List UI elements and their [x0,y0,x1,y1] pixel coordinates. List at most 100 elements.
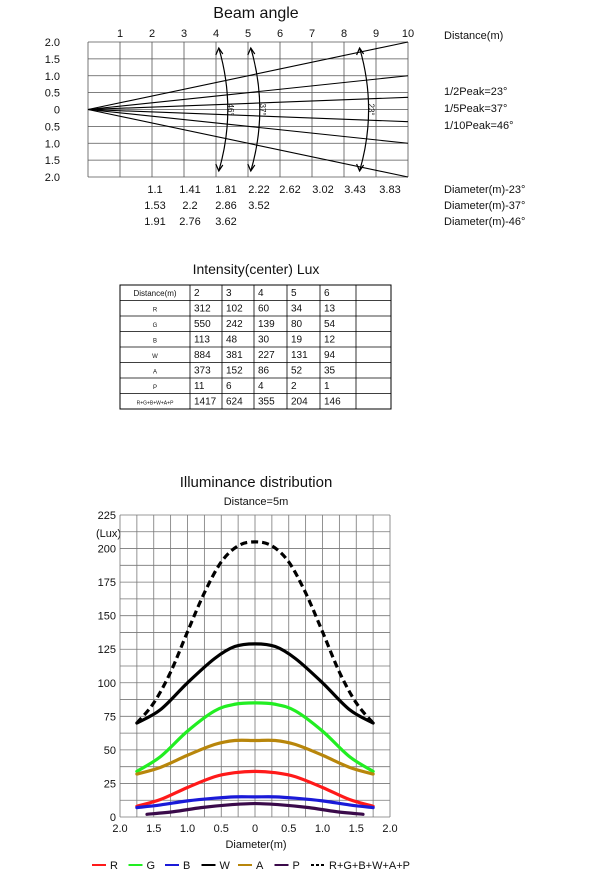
table-cell: 86 [258,366,270,377]
table-cell: 60 [258,304,270,315]
diameter-value: 3.83 [379,184,400,196]
legend-label: R+G+B+W+A+P [329,860,410,872]
beam-offset-tick: 1.0 [45,71,60,83]
diameter-value: 3.43 [344,184,365,196]
table-cell: 204 [291,397,308,408]
illuminance-x-tick: 0 [252,823,258,835]
legend-label: P [293,860,300,872]
table-header-cell: 6 [324,288,330,299]
diameter-value: 1.41 [179,184,200,196]
table-row: P 11 6 4 2 1 [153,381,330,392]
beam-offset-tick: 0.5 [45,121,60,133]
diameter-value: 2.62 [279,184,300,196]
diameter-value: 1.81 [215,184,236,196]
table-row-label: W [152,354,158,360]
intensity-table-grid: Distance(m) 2 3 4 5 6R 312 102 60 34 13G 550 242 139 8… [119,284,392,410]
table-cell: 94 [324,350,336,361]
peak-label-fifth: 1/5Peak=37° [444,103,507,115]
table-header-row: Distance(m) 2 3 4 5 6 [133,288,330,299]
beam-line-lower [87,108,409,144]
table-cell: 131 [291,350,308,361]
series-line-w [135,642,375,725]
illuminance-y-tick: 0 [110,812,116,824]
table-cell: 242 [226,319,243,330]
beam-distance-tick: 8 [341,28,347,40]
table-cell: 102 [226,304,243,315]
series-line-p [145,801,365,816]
table-cell: 1417 [194,397,217,408]
diameter-value: 1.53 [144,200,165,212]
table-row-label: R+G+B+W+A+P [137,401,174,407]
beam-distance-tick: 5 [245,28,251,40]
series-line-g [135,701,375,773]
table-cell: 2 [291,381,297,392]
beam-distance-tick: 9 [373,28,379,40]
beam-tick-labels: 1 2 3 4 5 6 7 8 9 10 2.0 1.5 1.0 0.5 0 0.5 1.0 1.5 2.0 [45,28,414,184]
illuminance-y-tick: 175 [98,577,116,589]
diameter-row-label: Diameter(m)-37° [444,200,525,212]
table-row: G 550 242 139 80 54 [153,319,336,330]
series-line-a [135,738,375,776]
table-cell: 11 [194,381,205,392]
beam-chart-title: Beam angle [213,5,298,22]
table-row: R 312 102 60 34 13 [153,304,336,315]
beam-angle-arcs: 46° 37° 23° [215,46,376,173]
illuminance-legend: R G B W A P R+G+B+W+A+P [92,860,410,872]
legend-label: G [147,860,156,872]
diameter-value: 2.22 [248,184,269,196]
beam-arc-label: 46° [226,104,235,116]
table-cell: 30 [258,335,270,346]
beam-lines [87,41,409,178]
beam-angle-arc [359,47,370,172]
beam-offset-tick: 1.0 [45,138,60,150]
arc-arrow-up-icon [356,46,365,56]
beam-line-lower [87,108,409,178]
illuminance-y-tick: 225 [98,510,116,522]
arc-arrow-up-icon [247,46,256,56]
peak-label-tenth: 1/10Peak=46° [444,120,514,132]
table-cell: 312 [194,304,211,315]
legend-label: B [183,860,190,872]
illuminance-y-tick: 50 [104,745,116,757]
table-row-label: B [153,339,157,345]
beam-angle-arc [218,47,229,172]
illuminance-y-tick: 25 [104,778,116,790]
table-cell: 4 [258,381,264,392]
diameter-value: 3.62 [215,216,236,228]
illuminance-x-tick: 1.0 [180,823,195,835]
arc-arrow-down-icon [356,163,365,173]
beam-angle-chart: Beam angle Distance(m) 1 2 3 4 5 6 7 8 9 10 2.0 1.5… [45,5,526,228]
illuminance-x-tick: 1.5 [349,823,364,835]
beam-offset-tick: 1.5 [45,54,60,66]
illuminance-x-tick: 2.0 [382,823,397,835]
peak-label-half: 1/2Peak=23° [444,86,507,98]
table-row-label: R [153,308,158,314]
table-cell: 1 [324,381,330,392]
arc-arrow-up-icon [215,46,224,56]
series-line-r-g-b-w-a-p [135,540,375,725]
intensity-table: Intensity(center) Lux Distance(m) 2 3 4 5 6R 3… [119,261,392,410]
illuminance-x-tick: 0.5 [214,823,229,835]
beam-line-lower [87,108,409,123]
beam-distance-tick: 1 [117,28,123,40]
table-cell: 381 [226,350,243,361]
table-cell: 34 [291,304,303,315]
table-cell: 6 [226,381,232,392]
illuminance-title: Illuminance distribution [180,474,333,491]
diameter-row-label: Diameter(m)-46° [444,216,525,228]
series-line-b [135,795,375,810]
beam-line-upper [87,41,409,111]
beam-distance-tick: 6 [277,28,283,40]
table-header-cell: 5 [291,288,297,299]
table-cell: 54 [324,319,336,330]
illuminance-y-tick: 150 [98,611,116,623]
beam-offset-tick: 0.5 [45,88,60,100]
illuminance-y-tick: 125 [98,644,116,656]
diameter-value: 2.86 [215,200,236,212]
diameter-value: 3.52 [248,200,269,212]
table-row-label: G [153,323,158,329]
table-cell: 48 [226,335,238,346]
illuminance-x-tick: 0.5 [281,823,296,835]
beam-offset-tick: 2.0 [45,37,60,49]
